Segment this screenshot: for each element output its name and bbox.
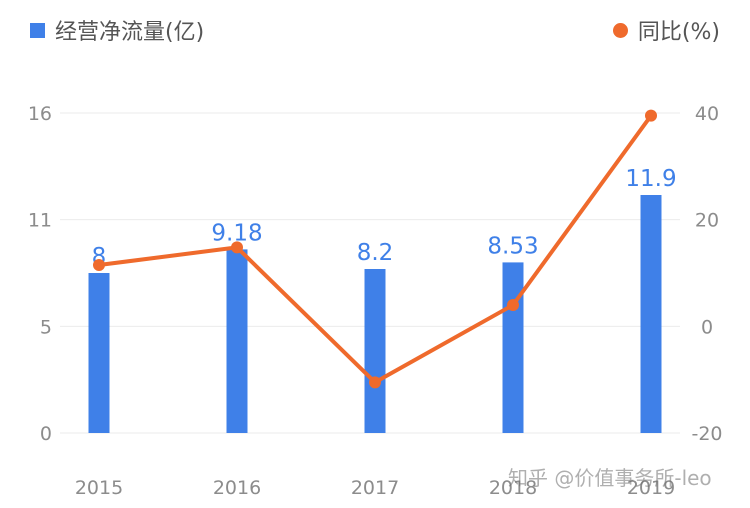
bar — [364, 269, 386, 433]
x-tick-label: 2015 — [75, 477, 123, 499]
legend-item-line[interactable]: 同比(%) — [612, 14, 720, 46]
x-tick-label: 2016 — [213, 477, 261, 499]
bar-data-label: 8.53 — [487, 233, 538, 259]
line-point — [93, 259, 105, 271]
line-point — [231, 241, 243, 254]
x-tick-label: 2017 — [351, 477, 399, 499]
legend-bar-label: 经营净流量(亿) — [55, 20, 205, 45]
bar-data-label: 8.2 — [357, 240, 394, 266]
y-right-tick-label: 20 — [695, 210, 719, 232]
line-point — [507, 299, 519, 311]
line-point — [645, 109, 657, 122]
x-tick-label: 2018 — [489, 477, 537, 499]
bar — [88, 273, 110, 433]
y-right-tick-label: -20 — [691, 423, 722, 445]
y-left-tick-label: 5 — [40, 316, 52, 338]
y-right-tick-label: 40 — [695, 103, 719, 125]
legend-line-swatch — [612, 22, 628, 38]
legend-item-bar[interactable]: 经营净流量(亿) — [30, 14, 204, 46]
line-point — [369, 376, 381, 389]
bar-data-label: 11.9 — [625, 166, 676, 192]
bar — [226, 249, 248, 433]
legend-line-label: 同比(%) — [637, 20, 720, 45]
y-right-tick-label: 0 — [701, 316, 713, 338]
y-left-tick-label: 16 — [28, 103, 52, 125]
bar — [502, 262, 524, 433]
bar — [640, 195, 662, 433]
y-left-tick-label: 0 — [40, 423, 52, 445]
x-tick-label: 2019 — [627, 477, 675, 499]
y-left-tick-label: 11 — [28, 210, 52, 232]
legend-bar-swatch — [30, 22, 45, 38]
watermark: 知乎 @价值事务所-leo — [508, 466, 712, 490]
